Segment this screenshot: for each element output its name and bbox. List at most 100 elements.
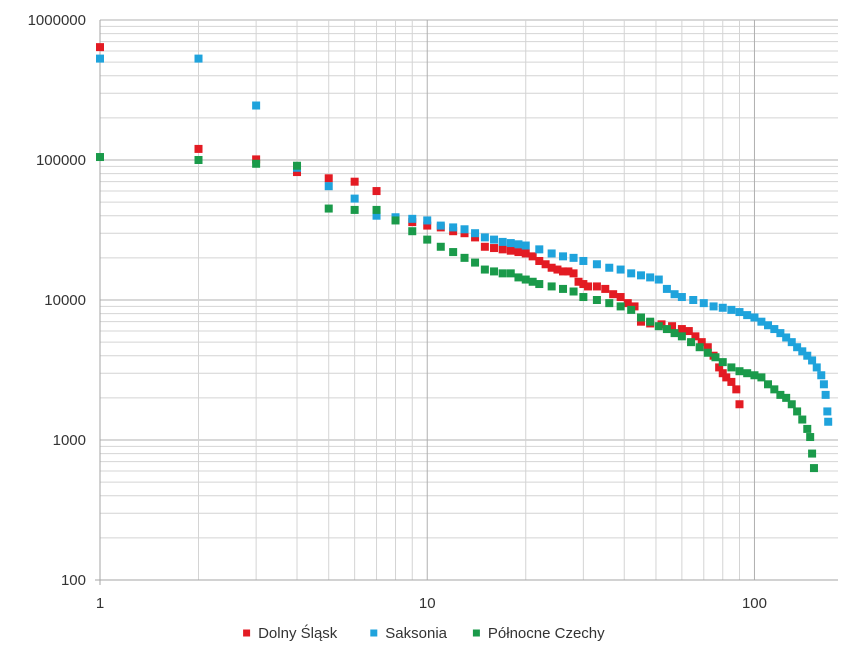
data-point [514,273,523,282]
data-point [782,333,791,342]
data-point [757,373,766,382]
data-point [252,155,261,164]
data-point [521,275,530,284]
data-point [743,311,752,320]
data-point [806,433,815,442]
data-point [646,273,655,282]
data-point [718,303,727,312]
data-point [547,249,556,258]
data-point [480,233,489,242]
data-point [372,211,381,220]
data-point [689,296,698,304]
data-point [764,321,773,330]
data-point [646,317,655,326]
data-point [535,256,544,265]
data-point [194,54,203,63]
data-point [449,248,458,257]
data-point [616,302,625,311]
data-point [436,242,445,251]
data-point [803,424,812,433]
data-point [436,221,445,230]
data-point [592,260,601,269]
data-point [812,363,821,372]
data-point [715,363,724,372]
data-point [787,400,796,409]
legend-label: Północne Czechy [488,625,605,642]
data-point [636,313,645,322]
data-point [96,54,104,63]
data-point [703,348,712,357]
data-point [703,343,712,352]
x-tick-label: 1 [96,595,104,612]
legend-label: Saksonia [385,625,447,642]
data-point [471,233,480,242]
data-point [668,322,677,331]
data-point [808,449,817,458]
data-point [727,363,736,372]
legend-marker [472,629,480,637]
data-point [293,168,302,177]
data-point [96,43,104,52]
data-point [547,263,556,272]
data-point [559,252,568,261]
data-point [506,239,515,248]
data-point [616,265,625,274]
data-point [677,293,686,302]
series-0 [96,43,744,409]
data-point [569,269,578,278]
data-point [750,371,759,380]
data-point [727,305,736,314]
data-point [803,351,812,360]
data-point [691,332,700,341]
data-point [670,329,679,338]
data-point [776,390,785,399]
series-1 [96,54,833,426]
data-point [677,332,686,341]
data-point [535,280,544,289]
data-point [480,265,489,274]
data-point [808,356,817,365]
data-point [498,245,507,254]
legend-marker [243,629,251,637]
data-point [194,156,203,164]
x-tick-label: 100 [742,595,767,612]
legend-item: Północne Czechy [472,625,605,642]
data-point [592,296,601,304]
y-tick-label: 100 [61,572,86,589]
data-point [695,343,704,352]
data-point [569,287,578,296]
data-point [819,380,828,389]
series-2 [96,153,818,473]
data-point [764,380,773,389]
data-point [471,229,480,238]
data-point [372,187,381,196]
data-point [709,302,718,311]
legend-item: Dolny Śląsk [243,624,338,642]
data-point [687,338,696,347]
data-point [579,293,588,302]
data-point [96,153,104,162]
data-point [506,269,515,278]
data-point [564,267,573,276]
data-point [408,214,417,223]
x-tick-label: 10 [419,595,436,612]
legend-marker [370,629,378,637]
data-point [194,144,203,153]
data-point [460,225,469,234]
data-point [722,373,731,382]
data-point [616,293,625,302]
data-point [449,223,458,232]
data-point [541,260,550,269]
data-point [521,241,530,250]
data-point [490,267,499,276]
data-point [553,265,562,274]
data-point [793,343,802,352]
data-point [609,290,618,299]
data-point [711,353,720,362]
y-tick-label: 1000000 [28,12,86,29]
data-point [584,282,593,291]
legend-item: Saksonia [370,625,448,642]
data-point [787,338,796,347]
